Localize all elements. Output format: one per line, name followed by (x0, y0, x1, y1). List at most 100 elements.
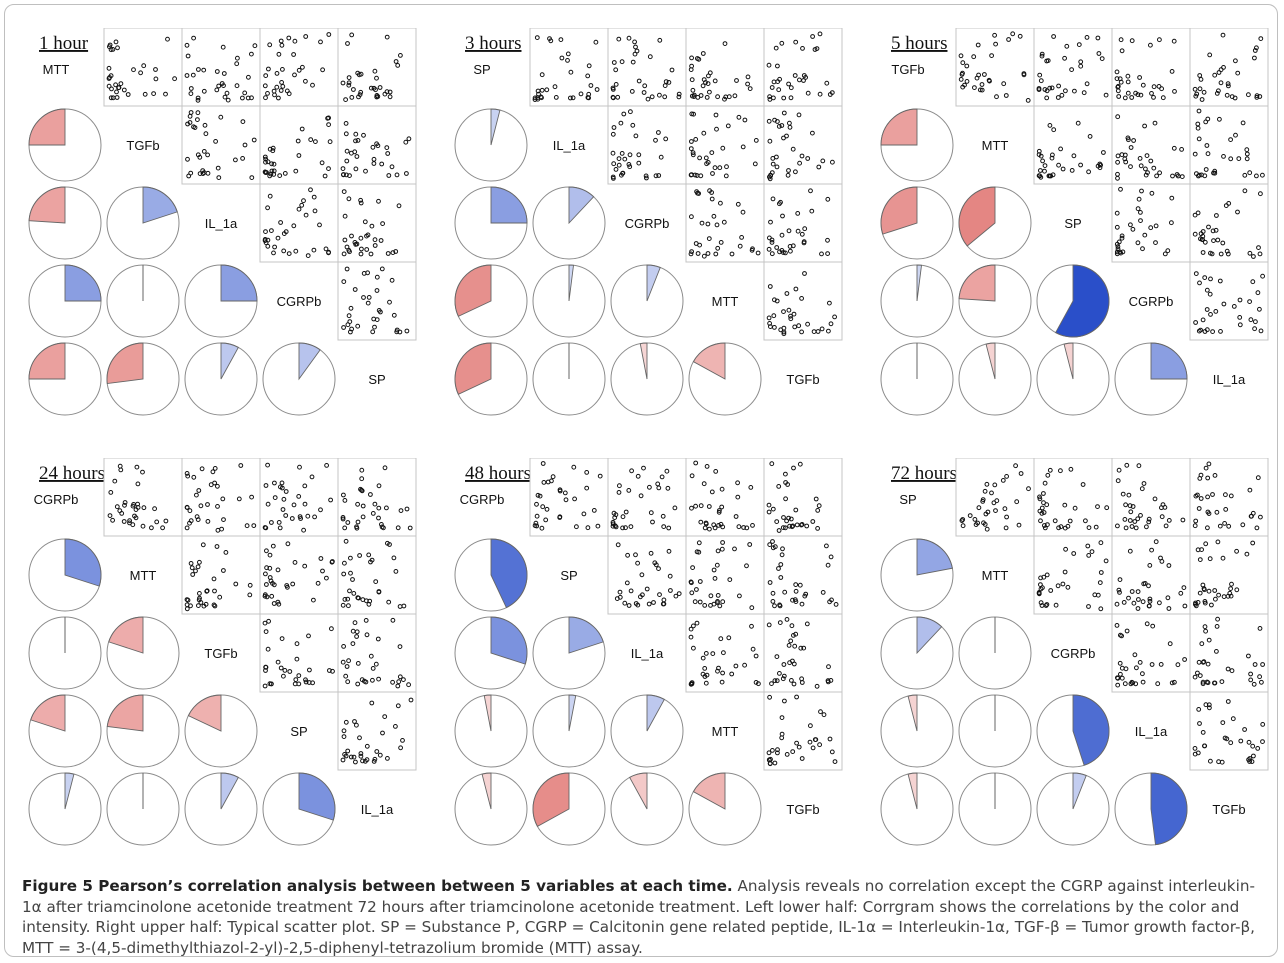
corr-pie (28, 772, 102, 846)
corr-pie (106, 694, 180, 768)
scatter-cell (259, 105, 339, 185)
variable-label: CGRPb (1051, 646, 1096, 661)
variable-label: IL_1a (1213, 372, 1246, 387)
corr-pie (454, 186, 528, 260)
variable-label: IL_1a (361, 802, 394, 817)
scatter-cell (259, 613, 339, 693)
scatter-cell (685, 535, 765, 615)
scatter-cell (607, 458, 687, 537)
scatter-cell (607, 28, 687, 107)
corrgram-panel-3: TGFb MTT SP CGRPb IL_1a 5 hours (880, 28, 1269, 416)
scatter-cell (337, 535, 417, 615)
caption-body: Analysis reveals no correlation except t… (22, 877, 1255, 957)
scatter-cell (1111, 458, 1191, 537)
corr-pie (28, 616, 102, 690)
corr-pie (1036, 264, 1110, 338)
scatter-cell (259, 28, 339, 107)
corr-pie (688, 342, 762, 416)
scatter-cell (685, 613, 765, 693)
corr-pie (454, 772, 528, 846)
figure-frame (4, 4, 1278, 957)
scatter-cell (529, 458, 609, 537)
corr-pie (880, 264, 954, 338)
scatter-cell (763, 28, 843, 107)
panel-title: 5 hours (891, 33, 947, 54)
corr-pie (880, 342, 954, 416)
scatter-cell (1111, 28, 1191, 107)
corr-pie (880, 538, 954, 612)
corrgram-panel-5: CGRPb SP IL_1a MTT TGFb 48 hours (454, 458, 843, 846)
variable-label: MTT (712, 294, 739, 309)
scatter-cell (607, 105, 687, 185)
corr-pie (880, 694, 954, 768)
scatter-cell (337, 458, 417, 537)
corr-pie (532, 186, 606, 260)
corr-pie (958, 186, 1032, 260)
corr-pie (184, 694, 258, 768)
scatter-cell (1111, 613, 1191, 693)
variable-label: TGFb (891, 62, 924, 77)
panel-title: 48 hours (465, 463, 531, 484)
scatter-cell (685, 105, 765, 185)
corr-pie (28, 264, 102, 338)
scatter-cell (1111, 183, 1191, 263)
corr-pie (880, 186, 954, 260)
corr-pie (532, 772, 606, 846)
variable-label: TGFb (126, 138, 159, 153)
corr-pie (1114, 342, 1188, 416)
corr-pie (184, 772, 258, 846)
corr-pie (28, 694, 102, 768)
corr-pie (532, 264, 606, 338)
corr-pie (454, 694, 528, 768)
scatter-cell (763, 613, 843, 693)
corr-pie (106, 772, 180, 846)
variable-label: TGFb (786, 802, 819, 817)
corrgram-panel-1: MTT TGFb IL_1a CGRPb SP 1 hour (28, 28, 417, 416)
scatter-cell (1033, 458, 1113, 537)
corr-pie (28, 108, 102, 182)
corr-pie (1036, 772, 1110, 846)
scatter-cell (1189, 691, 1269, 771)
scatter-cell (763, 458, 843, 537)
corr-pie (454, 342, 528, 416)
scatter-cell (1033, 105, 1113, 185)
corr-pie (184, 342, 258, 416)
scatter-cell (259, 183, 339, 263)
scatter-cell (337, 183, 417, 263)
corr-pie (106, 264, 180, 338)
scatter-cell (1189, 261, 1269, 341)
scatter-cell (955, 458, 1035, 537)
scatter-cell (529, 28, 609, 107)
scatter-cell (685, 183, 765, 263)
scatter-cell (337, 691, 417, 771)
corrgram-panel-4: CGRPb MTT TGFb SP IL_1a 24 hours (28, 458, 417, 846)
corrgram-panels: MTT TGFb IL_1a CGRPb SP 1 hour SP IL_1a CGRPb MTT… (28, 28, 1269, 846)
scatter-cell (337, 261, 417, 341)
corr-pie (610, 694, 684, 768)
corr-pie (106, 186, 180, 260)
caption-title: Figure 5 Pearson’s correlation analysis … (22, 877, 733, 895)
scatter-cell (181, 535, 261, 615)
scatter-cell (763, 105, 843, 185)
scatter-cell (337, 105, 417, 185)
panel-title: 72 hours (891, 463, 957, 484)
variable-label: TGFb (204, 646, 237, 661)
variable-label: SP (473, 62, 490, 77)
corr-pie (262, 342, 336, 416)
scatter-cell (259, 535, 339, 615)
scatter-cell (1189, 183, 1269, 263)
variable-label: SP (1064, 216, 1081, 231)
scatter-cell (1189, 105, 1269, 185)
variable-label: MTT (982, 138, 1009, 153)
scatter-cell (1189, 535, 1269, 615)
variable-label: MTT (712, 724, 739, 739)
corr-pie (106, 342, 180, 416)
corr-pie (958, 616, 1032, 690)
corr-pie (610, 264, 684, 338)
scatter-cell (763, 261, 843, 341)
scatter-cell (763, 691, 843, 771)
corr-pie (1114, 772, 1188, 846)
corr-pie (454, 264, 528, 338)
corr-pie (532, 694, 606, 768)
panel-title: 3 hours (465, 33, 521, 54)
